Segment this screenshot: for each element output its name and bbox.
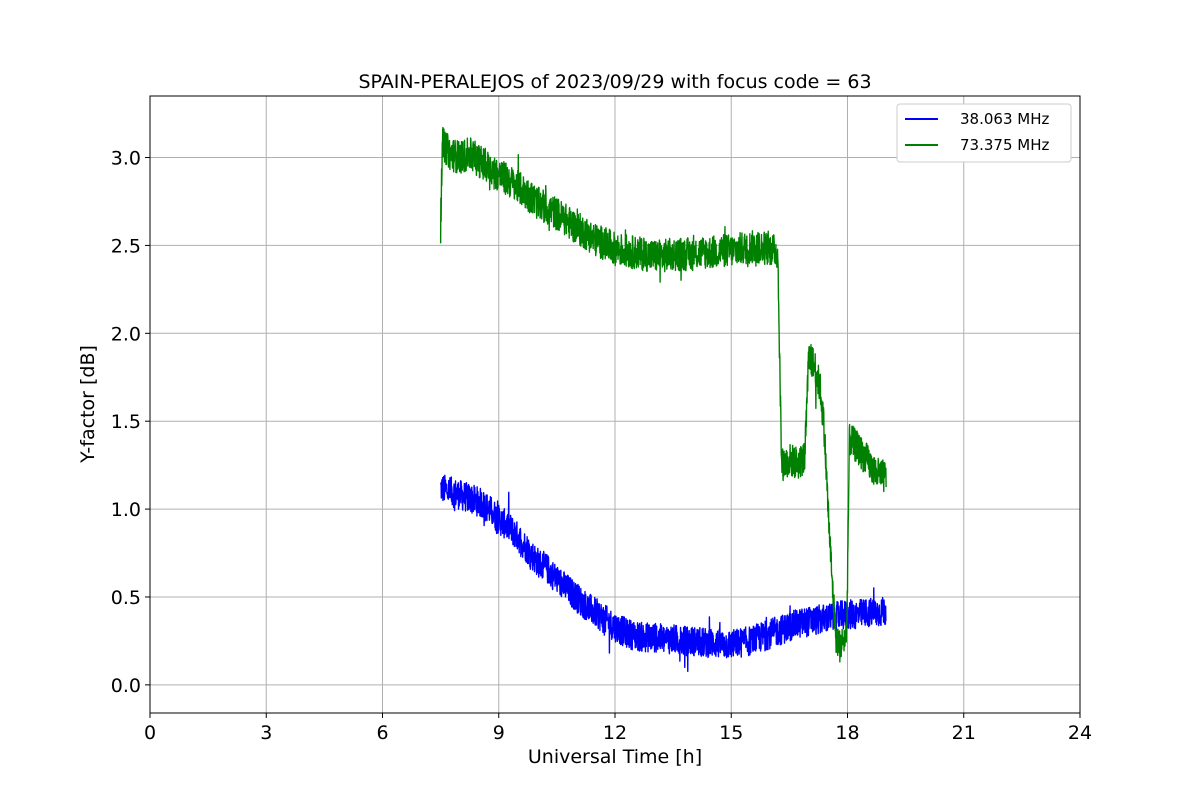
y-tick-label: 3.0	[111, 148, 141, 170]
legend-label-38mhz: 38.063 MHz	[960, 110, 1049, 128]
x-tick-label: 3	[260, 722, 272, 744]
legend-label-73mhz: 73.375 MHz	[960, 136, 1049, 154]
y-tick-label: 1.5	[111, 411, 141, 433]
x-tick-label: 24	[1068, 722, 1092, 744]
legend: 38.063 MHz 73.375 MHz	[896, 103, 1072, 163]
x-tick-label: 6	[376, 722, 388, 744]
y-tick-label: 2.5	[111, 235, 141, 257]
x-tick-label: 12	[603, 722, 627, 744]
y-axis: 0.0 0.5 1.0 1.5 2.0 2.5 3.0	[111, 148, 150, 697]
y-tick-label: 0.0	[111, 675, 141, 697]
chart-title: SPAIN-PERALEJOS of 2023/09/29 with focus…	[358, 71, 871, 93]
y-tick-label: 1.0	[111, 499, 141, 521]
x-tick-label: 18	[835, 722, 859, 744]
x-tick-label: 21	[952, 722, 976, 744]
x-tick-label: 0	[144, 722, 156, 744]
x-axis: 0 3 6 9 12 15 18 21 24	[144, 713, 1092, 744]
series-layer	[439, 126, 887, 673]
x-tick-label: 9	[493, 722, 505, 744]
x-axis-label: Universal Time [h]	[528, 746, 702, 768]
series-line-73mhz	[439, 126, 887, 663]
x-tick-label: 15	[719, 722, 743, 744]
y-tick-label: 2.0	[111, 323, 141, 345]
y-axis-label: Y-factor [dB]	[77, 345, 99, 464]
y-tick-label: 0.5	[111, 587, 141, 609]
series-line-38mhz	[439, 474, 887, 673]
legend-box	[896, 103, 1072, 163]
